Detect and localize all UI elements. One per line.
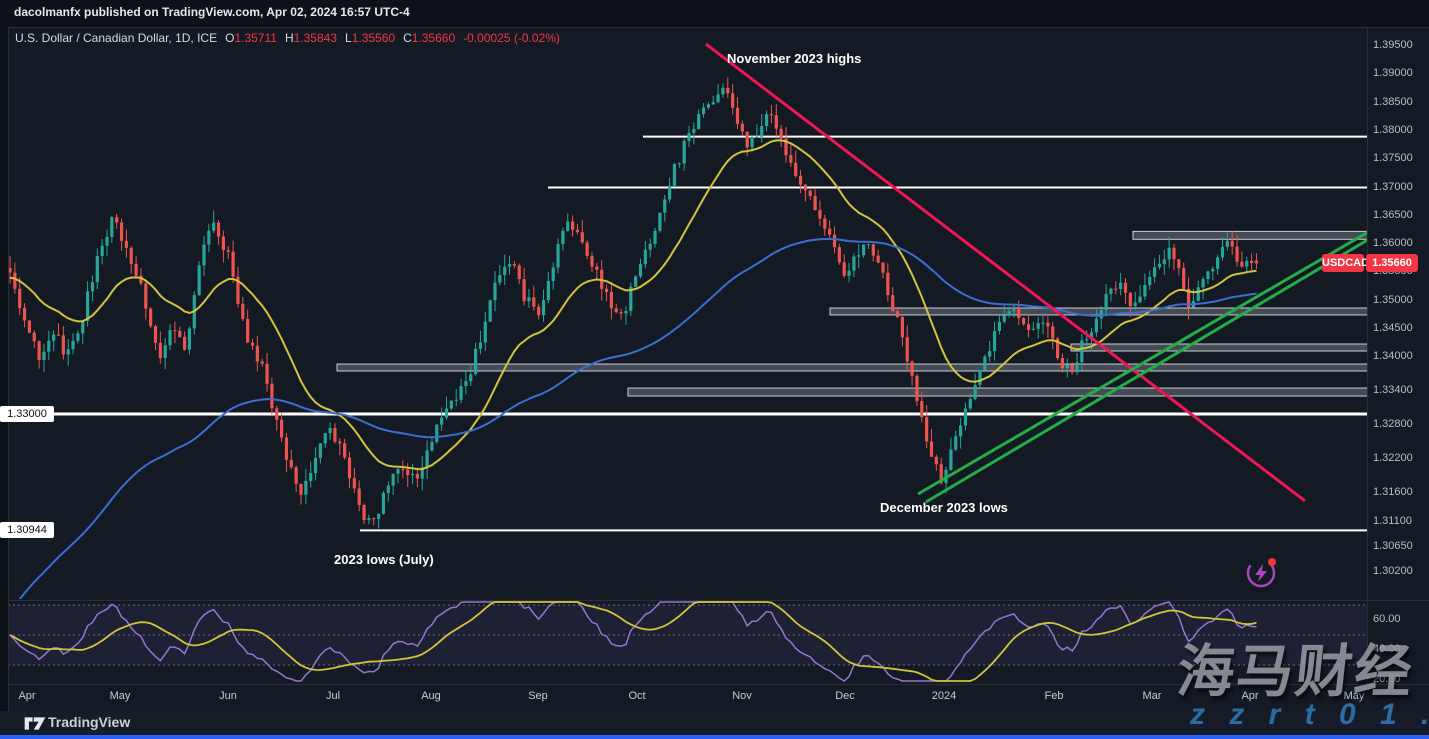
high-label: H: [284, 31, 294, 45]
footer-bar: TradingView: [0, 711, 1429, 735]
watermark-url-text: z z r t 0 1 . c n: [1190, 698, 1429, 731]
tradingview-logo-icon[interactable]: [24, 715, 46, 732]
annotation-2023-lows-july: 2023 lows (July): [334, 552, 434, 567]
chart-plot-area[interactable]: [8, 27, 1429, 711]
low-label: L: [345, 31, 352, 45]
high-value: 1.35843: [293, 31, 337, 45]
lightning-icon: [1246, 558, 1276, 588]
open-label: O: [225, 31, 235, 45]
watermark-cn-text: 海马财经: [1174, 640, 1417, 704]
ideas-flash-button[interactable]: [1243, 553, 1281, 591]
publisher-line: dacolmanfx published on TradingView.com,…: [14, 5, 410, 19]
bottom-accent-bar: [0, 735, 1429, 739]
close-value: 1.35660: [411, 31, 456, 45]
open-value: 1.35711: [234, 31, 277, 45]
low-value: 1.35560: [351, 31, 396, 45]
close-label: C: [403, 31, 412, 45]
chart-legend[interactable]: U.S. Dollar / Canadian Dollar, 1D, ICE O1…: [15, 31, 560, 45]
annotation-december-2023-lows: December 2023 lows: [880, 500, 1008, 515]
change-value: -0.00025 (-0.02%): [463, 31, 560, 45]
symbol-title: U.S. Dollar / Canadian Dollar, 1D, ICE: [15, 31, 218, 45]
tradingview-brand-text[interactable]: TradingView: [48, 714, 131, 730]
annotation-november-2023-highs: November 2023 highs: [727, 51, 862, 66]
